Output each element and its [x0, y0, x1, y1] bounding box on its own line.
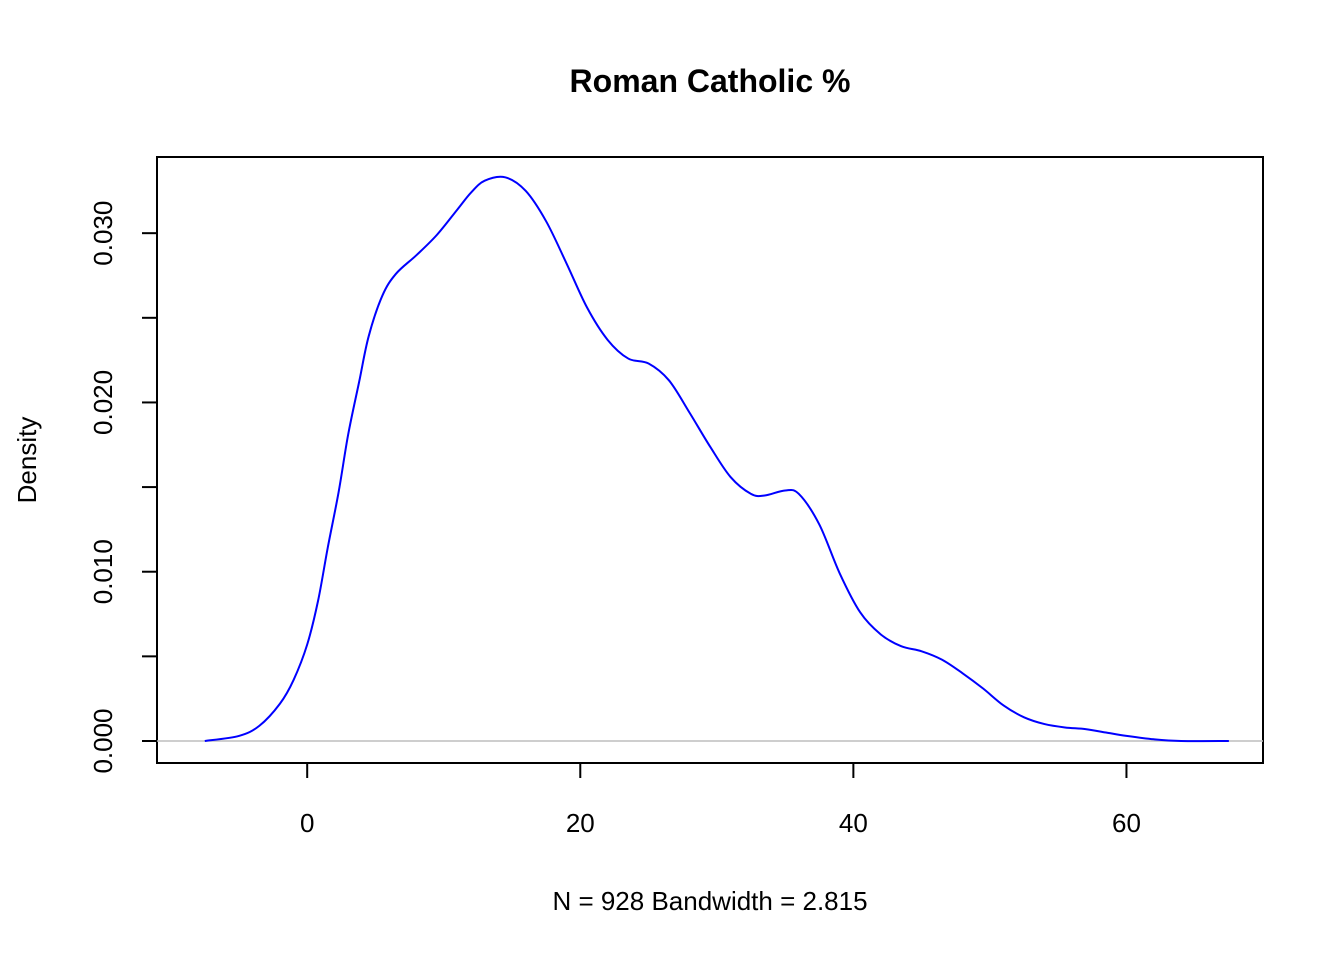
chart-title: Roman Catholic %	[570, 63, 851, 99]
y-tick-label: 0.000	[88, 708, 118, 773]
plot-frame	[156, 156, 1264, 764]
x-tick-label: 0	[300, 808, 314, 838]
x-tick-label: 40	[839, 808, 868, 838]
x-tick-label: 20	[566, 808, 595, 838]
y-axis-title: Density	[12, 417, 42, 504]
y-tick-label: 0.010	[88, 539, 118, 604]
x-tick-label: 60	[1112, 808, 1141, 838]
y-tick-label: 0.020	[88, 370, 118, 435]
y-tick-label: 0.030	[88, 201, 118, 266]
series-layer	[204, 175, 1229, 743]
x-axis-ticks: 0 20 40 60	[300, 763, 1141, 838]
density-curve	[204, 175, 1229, 743]
y-axis-ticks: 0.000 0.010 0.020 0.030	[88, 201, 157, 774]
x-axis-title: N = 928 Bandwidth = 2.815	[552, 886, 867, 916]
